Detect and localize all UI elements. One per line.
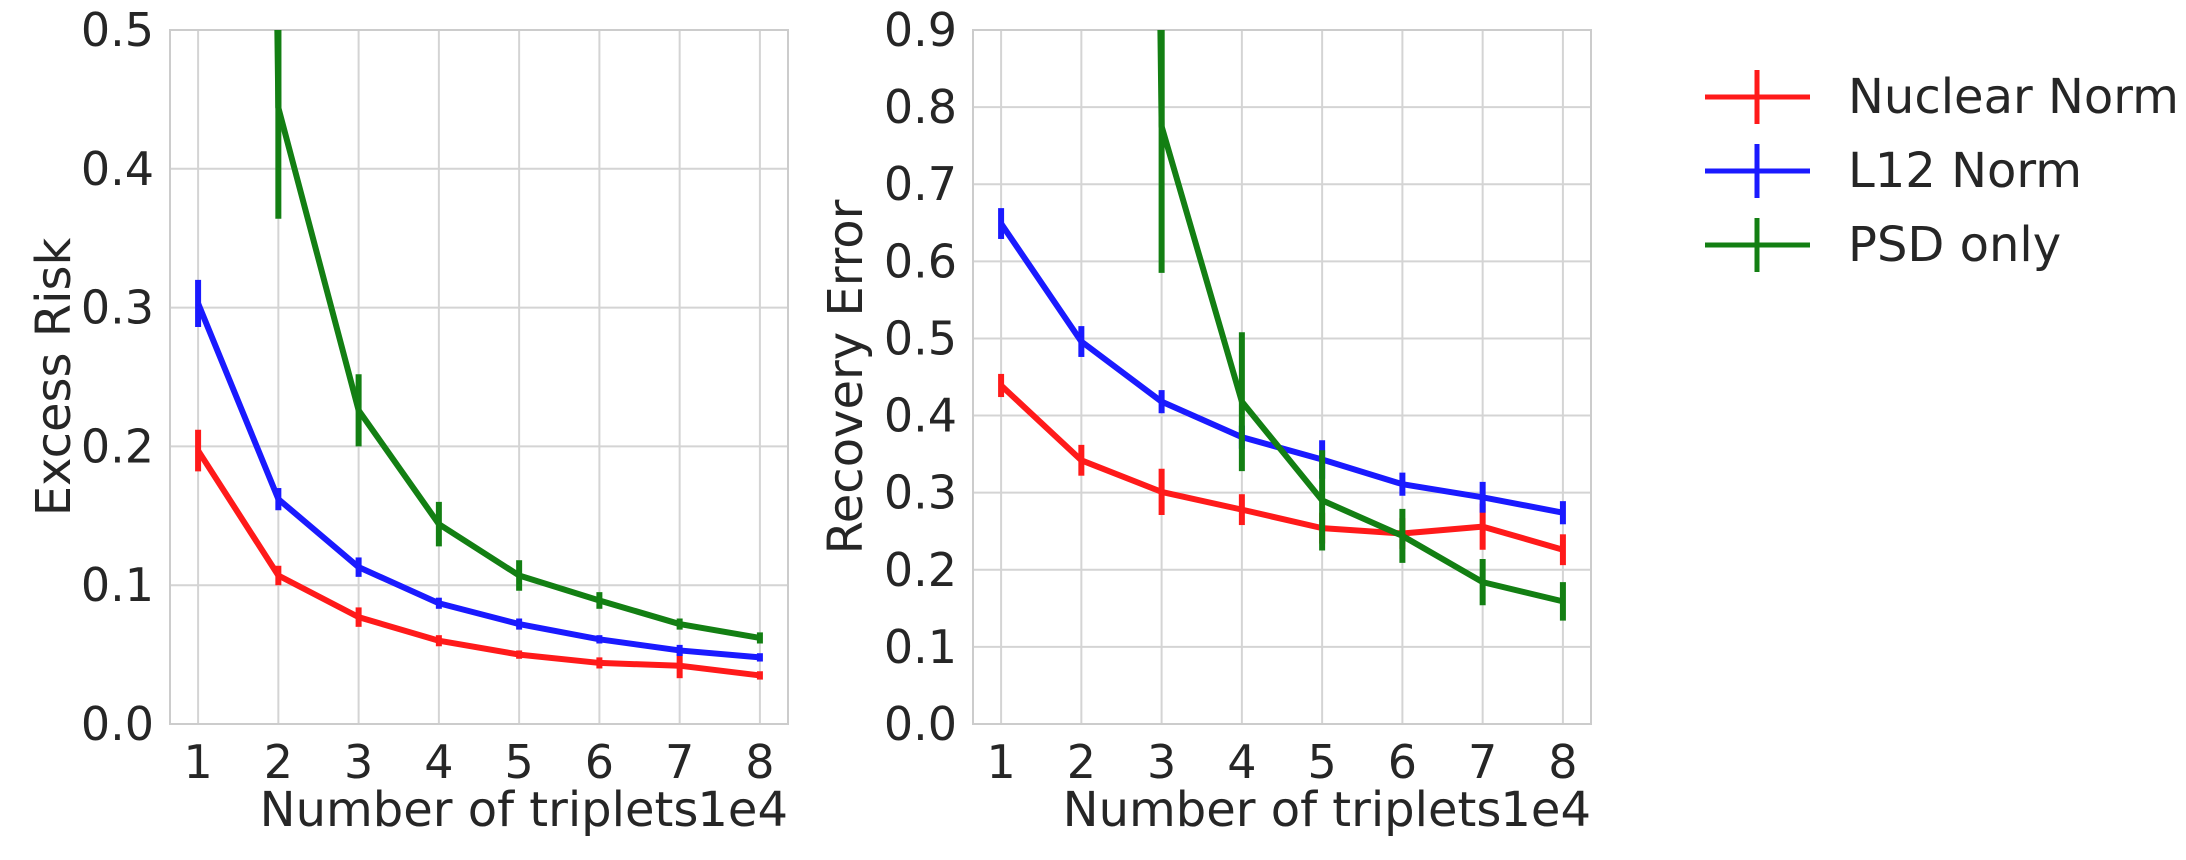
excess-risk-y-tick-label: 0.1 bbox=[81, 558, 154, 612]
recovery-error-grid bbox=[973, 29, 1591, 725]
legend-label-psd-only: PSD only bbox=[1848, 217, 2061, 273]
excess-risk-y-tick-label: 0.2 bbox=[81, 419, 154, 473]
recovery-error-y-tick-label: 0.2 bbox=[884, 543, 957, 597]
recovery-error-x-tick-label: 4 bbox=[1227, 735, 1256, 789]
recovery-error-y-ticks: 0.0 0.1 0.2 0.3 0.4 0.5 0.6 0.7 0.8 0.9 bbox=[884, 3, 957, 751]
recovery-error-x-tick-label: 1 bbox=[986, 735, 1015, 789]
excess-risk-x-tick-label: 5 bbox=[504, 735, 533, 789]
recovery-error-x-offset-label: 1e4 bbox=[1500, 782, 1591, 838]
recovery-error-y-axis-label: Recovery Error bbox=[818, 199, 874, 554]
excess-risk-line-nuclear-norm bbox=[195, 448, 761, 679]
recovery-error-x-tick-label: 5 bbox=[1307, 735, 1336, 789]
recovery-error-y-tick-label: 0.9 bbox=[884, 3, 957, 57]
excess-risk-y-tick-label: 0.0 bbox=[81, 697, 154, 751]
excess-risk-series bbox=[195, 30, 763, 680]
legend-entry-l12-norm: L12 Norm bbox=[1705, 143, 2082, 199]
excess-risk-y-tick-label: 0.4 bbox=[81, 142, 154, 196]
recovery-error-y-tick-label: 0.0 bbox=[884, 697, 957, 751]
excess-risk-x-tick-label: 3 bbox=[344, 735, 373, 789]
recovery-error-x-tick-label: 7 bbox=[1468, 735, 1497, 789]
recovery-error-y-tick-label: 0.6 bbox=[884, 234, 957, 288]
excess-risk-y-ticks: 0.0 0.1 0.2 0.3 0.4 0.5 bbox=[81, 3, 154, 751]
excess-risk-y-tick-label: 0.3 bbox=[81, 281, 154, 335]
recovery-error-line-psd-only bbox=[1157, 30, 1564, 605]
recovery-error-y-tick-label: 0.4 bbox=[884, 389, 957, 443]
recovery-error-x-tick-label: 2 bbox=[1067, 735, 1096, 789]
recovery-error-y-tick-label: 0.7 bbox=[884, 157, 957, 211]
excess-risk-x-tick-label: 7 bbox=[665, 735, 694, 789]
recovery-error-line-l12-norm bbox=[998, 221, 1564, 516]
recovery-error-y-tick-label: 0.8 bbox=[884, 80, 957, 134]
excess-risk-x-tick-label: 1 bbox=[183, 735, 212, 789]
recovery-error-series bbox=[998, 30, 1566, 621]
excess-risk-x-offset-label: 1e4 bbox=[697, 782, 788, 838]
excess-risk-x-tick-label: 6 bbox=[585, 735, 614, 789]
excess-risk-y-axis-label: Excess Risk bbox=[26, 238, 82, 517]
legend: Nuclear Norm L12 Norm PSD only bbox=[1705, 69, 2179, 273]
legend-label-l12-norm: L12 Norm bbox=[1848, 143, 2082, 199]
excess-risk-x-tick-label: 2 bbox=[264, 735, 293, 789]
recovery-error-x-tick-label: 6 bbox=[1388, 735, 1417, 789]
recovery-error-x-tick-label: 3 bbox=[1147, 735, 1176, 789]
excess-risk-line-psd-only bbox=[274, 30, 761, 641]
excess-risk-plot-frame bbox=[169, 29, 789, 725]
legend-label-nuclear-norm: Nuclear Norm bbox=[1848, 69, 2179, 125]
recovery-error-y-tick-label: 0.3 bbox=[884, 466, 957, 520]
excess-risk-x-tick-label: 4 bbox=[424, 735, 453, 789]
excess-risk-y-tick-label: 0.5 bbox=[81, 3, 154, 57]
excess-risk-line-l12-norm bbox=[195, 302, 761, 661]
excess-risk-x-axis-label: Number of triplets bbox=[260, 782, 699, 838]
recovery-error-y-tick-label: 0.1 bbox=[884, 620, 957, 674]
legend-entry-psd-only: PSD only bbox=[1705, 217, 2061, 273]
recovery-error-x-tick-label: 8 bbox=[1548, 735, 1577, 789]
excess-risk-grid bbox=[170, 29, 788, 725]
legend-entry-nuclear-norm: Nuclear Norm bbox=[1705, 69, 2179, 125]
excess-risk-x-tick-label: 8 bbox=[745, 735, 774, 789]
recovery-error-plot-frame bbox=[972, 29, 1592, 725]
recovery-error-x-axis-label: Number of triplets bbox=[1063, 782, 1502, 838]
recovery-error-line-nuclear-norm bbox=[999, 383, 1564, 553]
recovery-error-y-tick-label: 0.5 bbox=[884, 311, 957, 365]
